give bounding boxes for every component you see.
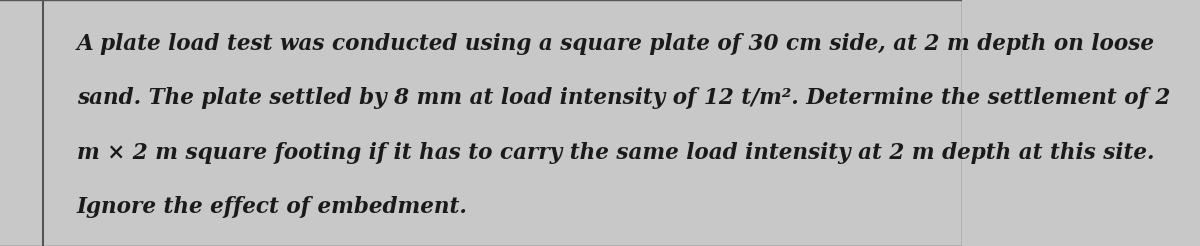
Text: Ignore the effect of embedment.: Ignore the effect of embedment. <box>77 196 468 218</box>
Text: sand. The plate settled by 8 mm at load intensity of 12 t/m². Determine the sett: sand. The plate settled by 8 mm at load … <box>77 87 1170 109</box>
Text: m × 2 m square footing if it has to carry the same load intensity at 2 m depth a: m × 2 m square footing if it has to carr… <box>77 141 1154 164</box>
Text: A plate load test was conducted using a square plate of 30 cm side, at 2 m depth: A plate load test was conducted using a … <box>77 33 1154 55</box>
